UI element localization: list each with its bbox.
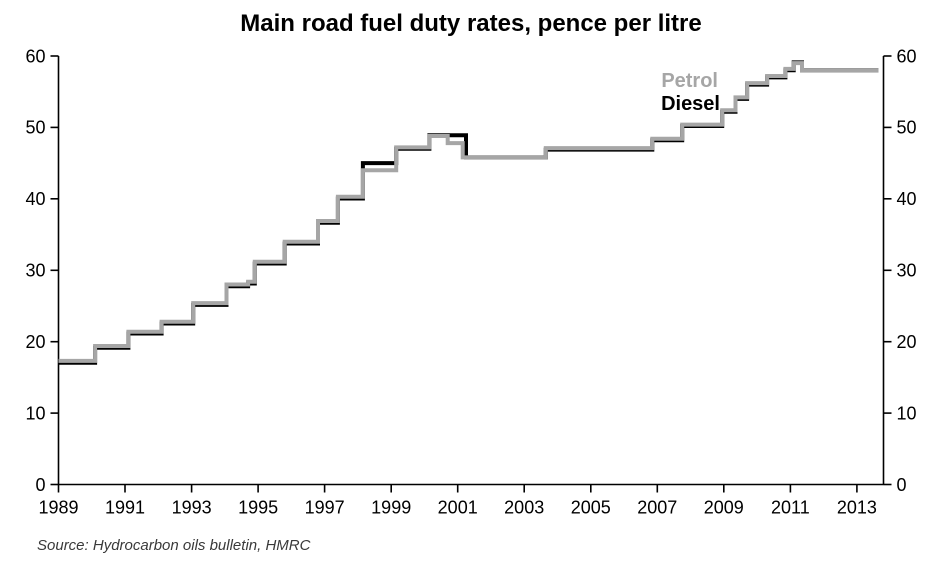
chart-title: Main road fuel duty rates, pence per lit… [240,10,702,37]
x-tick-label: 1993 [172,498,212,518]
y-tick-label-right: 40 [897,189,917,209]
x-tick-label: 1995 [238,498,278,518]
y-tick-label-left: 0 [35,475,45,495]
x-tick-label: 2007 [637,498,677,518]
x-tick-label: 1999 [371,498,411,518]
y-tick-label-right: 60 [897,46,917,66]
petrol-line [58,61,879,363]
y-tick-label-right: 10 [897,403,917,423]
y-tick-label-left: 20 [25,332,45,352]
x-tick-label: 2013 [837,498,877,518]
legend-petrol-label: Petrol [661,70,718,92]
y-tick-label-left: 60 [25,46,45,66]
y-tick-label-left: 40 [25,189,45,209]
y-tick-label-right: 0 [897,475,907,495]
x-tick-label: 2009 [704,498,744,518]
x-tick-label: 2001 [438,498,478,518]
y-tick-label-left: 10 [25,403,45,423]
y-tick-label-left: 50 [25,118,45,138]
x-tick-label: 2011 [771,498,810,518]
y-tick-label-right: 30 [897,261,917,281]
legend-diesel-label: Diesel [661,93,720,115]
x-tick-label: 1997 [305,498,345,518]
y-tick-label-right: 50 [897,118,917,138]
x-tick-label: 2005 [571,498,611,518]
x-tick-label: 2003 [504,498,544,518]
diesel-line [58,60,879,365]
source-note: Source: Hydrocarbon oils bulletin, HMRC [37,537,311,554]
y-tick-label-left: 30 [25,261,45,281]
x-tick-label: 1991 [105,498,145,518]
x-tick-label: 1989 [38,498,78,518]
y-tick-label-right: 20 [897,332,917,352]
